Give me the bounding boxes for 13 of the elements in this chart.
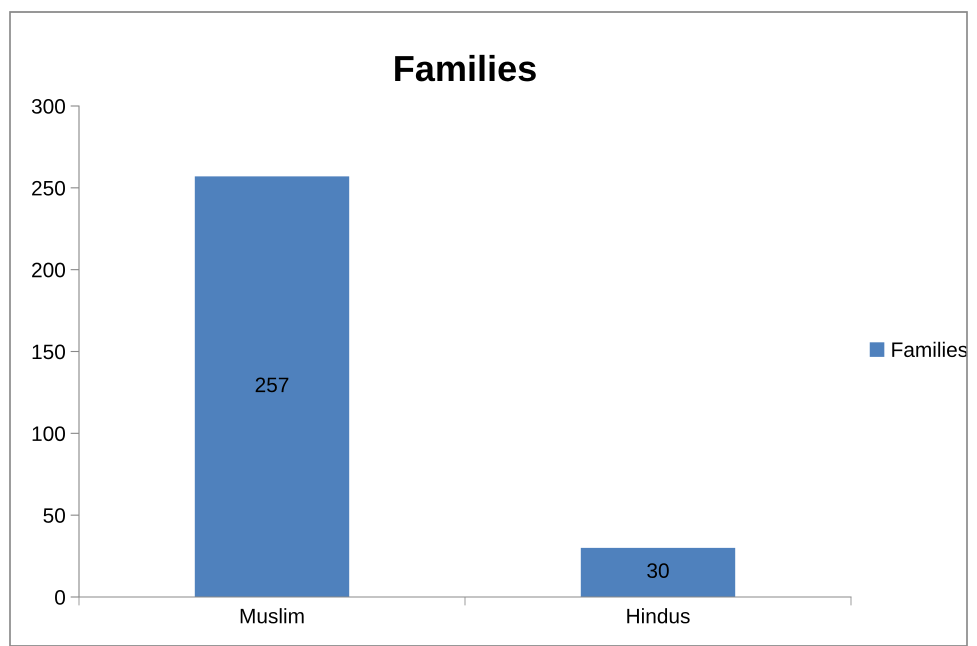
x-tick-label: Hindus: [627, 608, 690, 624]
legend-label: Families: [892, 342, 968, 358]
x-tick-label: Muslim: [240, 608, 304, 624]
chart-title: Families: [395, 54, 536, 82]
y-tick-label: 0: [55, 590, 65, 605]
data-label: 257: [256, 378, 288, 392]
y-tick-label: 300: [32, 99, 65, 114]
y-tick-label: 250: [32, 180, 65, 196]
y-tick-label: 100: [32, 426, 65, 442]
y-tick-label: 150: [32, 344, 65, 360]
y-tick-label: 50: [43, 508, 65, 523]
data-label: 30: [647, 563, 669, 578]
y-tick-label: 200: [32, 262, 65, 278]
